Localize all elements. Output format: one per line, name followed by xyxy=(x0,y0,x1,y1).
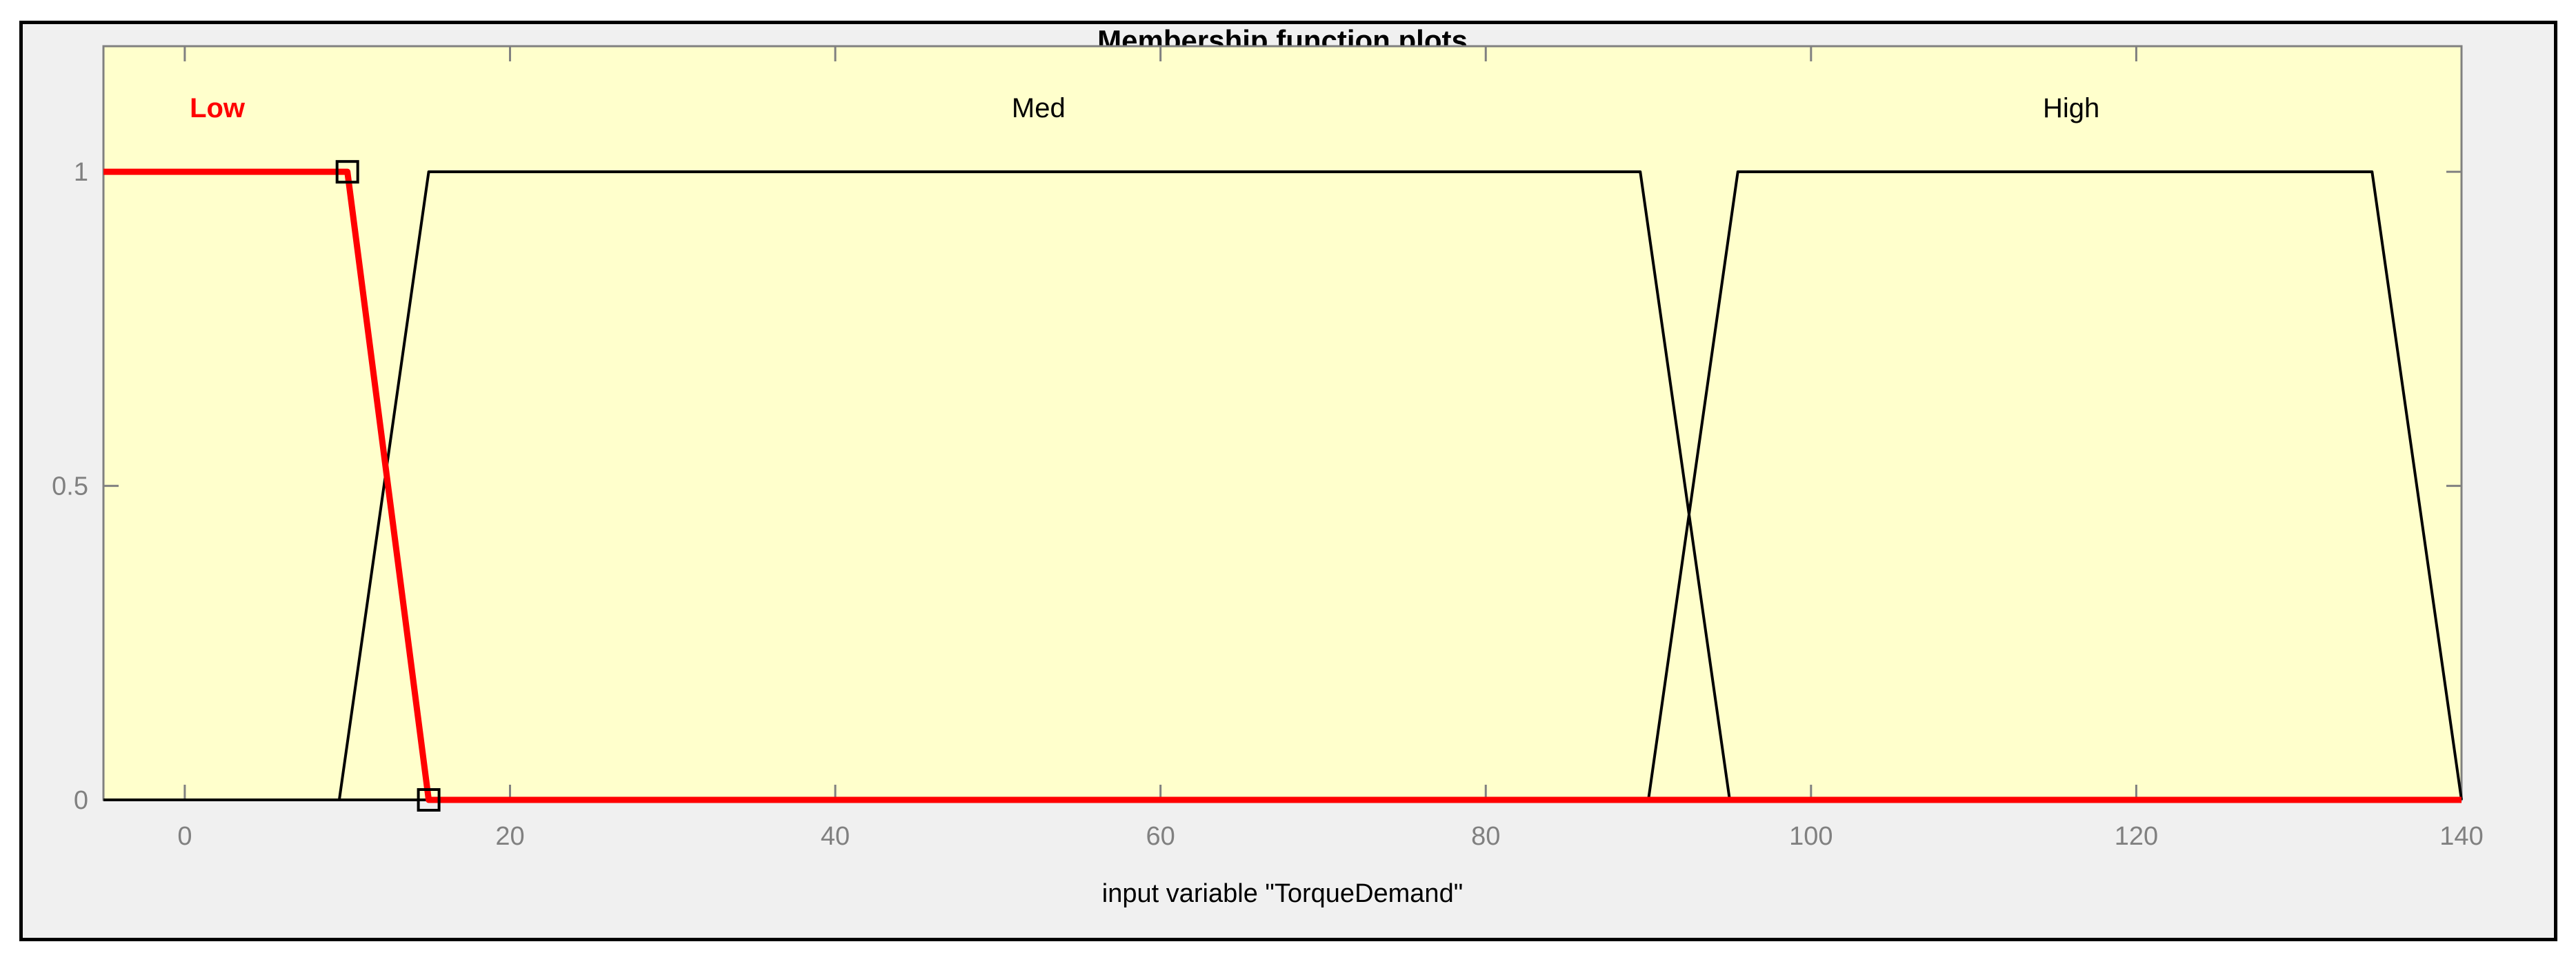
mf-label-low: Low xyxy=(190,93,246,123)
figure-window: Membership function plots 0 20 40 60 80 100 120… xyxy=(19,21,2557,941)
x-tick-label: 40 xyxy=(821,822,850,851)
x-tick-label: 80 xyxy=(1471,822,1500,851)
y-tick-label: 0.5 xyxy=(52,472,88,501)
mf-line-low[interactable] xyxy=(103,168,2462,803)
x-tick-label: 60 xyxy=(1146,822,1175,851)
y-tick-label: 0 xyxy=(74,786,88,815)
y-tick-label: 1 xyxy=(74,158,88,187)
plot-area[interactable] xyxy=(103,46,2462,800)
mf-label-high: High xyxy=(2043,93,2099,123)
x-tick-label: 140 xyxy=(2439,822,2483,851)
mf-label-med: Med xyxy=(1012,93,1066,123)
x-tick-label: 0 xyxy=(177,822,192,851)
mf-handle[interactable] xyxy=(335,160,359,184)
x-axis-label: input variable "TorqueDemand" xyxy=(1102,879,1463,908)
x-tick-label: 20 xyxy=(495,822,524,851)
mf-handle[interactable] xyxy=(417,788,441,812)
x-tick-label: 120 xyxy=(2115,822,2158,851)
x-tick-label: 100 xyxy=(1789,822,1833,851)
